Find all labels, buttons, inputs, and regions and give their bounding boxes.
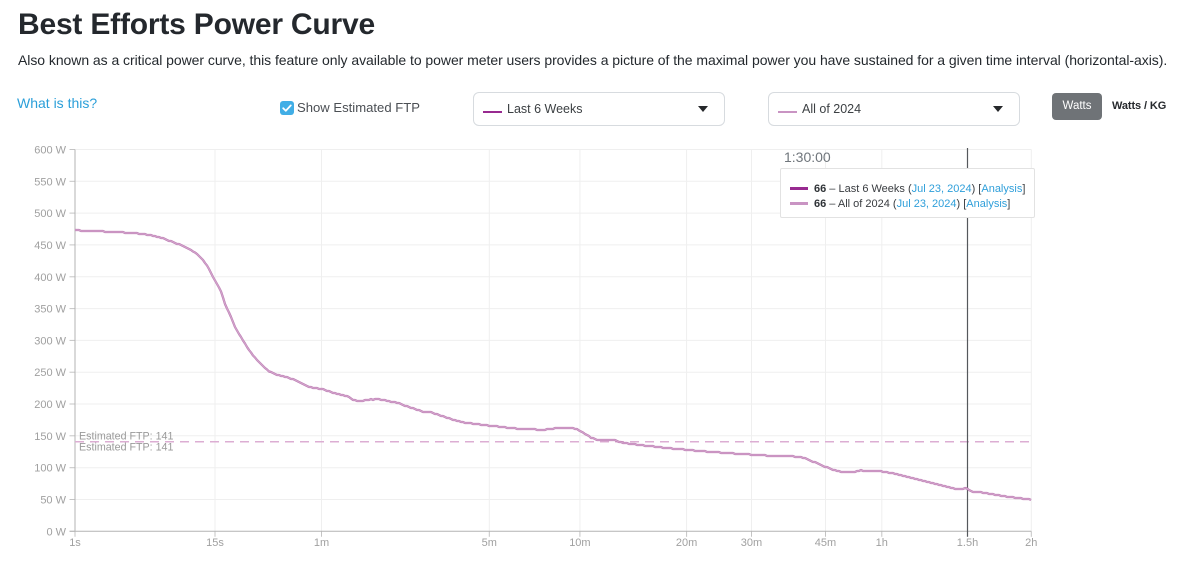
svg-text:250 W: 250 W [34, 367, 66, 379]
svg-text:400 W: 400 W [34, 272, 66, 284]
svg-text:1h: 1h [876, 537, 888, 549]
svg-text:Estimated FTP: 141: Estimated FTP: 141 [79, 441, 174, 453]
svg-text:150 W: 150 W [34, 431, 66, 443]
svg-text:1.5h: 1.5h [957, 537, 978, 549]
svg-text:50 W: 50 W [40, 495, 66, 507]
svg-text:100 W: 100 W [34, 463, 66, 475]
svg-text:350 W: 350 W [34, 304, 66, 316]
svg-text:550 W: 550 W [34, 176, 66, 188]
svg-text:1m: 1m [314, 537, 329, 549]
svg-text:600 W: 600 W [34, 145, 66, 157]
svg-text:0 W: 0 W [46, 526, 66, 538]
svg-text:15s: 15s [206, 537, 224, 549]
svg-text:Estimated FTP: 141: Estimated FTP: 141 [79, 431, 174, 443]
svg-text:20m: 20m [676, 537, 697, 549]
svg-text:200 W: 200 W [34, 399, 66, 411]
svg-text:450 W: 450 W [34, 240, 66, 252]
svg-text:1s: 1s [69, 537, 81, 549]
svg-text:30m: 30m [741, 537, 762, 549]
svg-text:500 W: 500 W [34, 208, 66, 220]
svg-text:45m: 45m [815, 537, 836, 549]
svg-text:5m: 5m [482, 537, 497, 549]
svg-text:300 W: 300 W [34, 335, 66, 347]
svg-text:10m: 10m [569, 537, 590, 549]
svg-text:2h: 2h [1025, 537, 1037, 549]
